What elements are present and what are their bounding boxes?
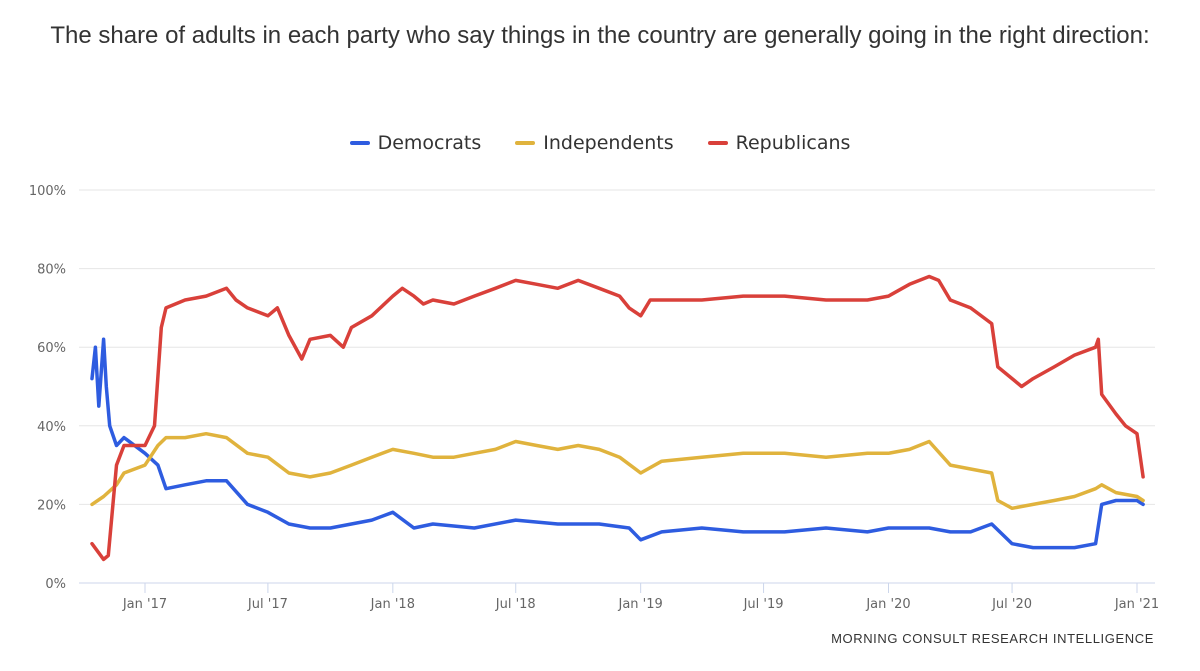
legend-label: Independents bbox=[543, 132, 674, 154]
x-tick-label: Jul '19 bbox=[743, 597, 784, 612]
chart-title: The share of adults in each party who sa… bbox=[50, 22, 1150, 49]
y-tick-label: 0% bbox=[45, 577, 66, 592]
series-line-democrats bbox=[90, 337, 1145, 550]
series-line-independents bbox=[90, 431, 1145, 511]
legend-swatch-independents bbox=[515, 141, 536, 145]
legend-swatch-democrats bbox=[349, 141, 370, 145]
legend-item-independents[interactable]: Independents bbox=[515, 132, 674, 154]
x-tick-label: Jul '20 bbox=[991, 597, 1032, 612]
x-tick-label: Jul '18 bbox=[495, 597, 536, 612]
legend-swatch-republicans bbox=[707, 141, 728, 145]
source-note: MORNING CONSULT RESEARCH INTELLIGENCE bbox=[831, 631, 1154, 646]
legend-item-republicans[interactable]: Republicans bbox=[707, 132, 851, 154]
x-tick-label: Jan '17 bbox=[122, 597, 167, 612]
y-tick-label: 20% bbox=[37, 498, 66, 513]
series-line-republicans bbox=[90, 274, 1145, 562]
y-tick-label: 80% bbox=[37, 263, 66, 278]
legend-label: Republicans bbox=[735, 132, 851, 154]
y-tick-label: 100% bbox=[29, 184, 66, 199]
x-tick-label: Jan '18 bbox=[370, 597, 415, 612]
legend-label: Democrats bbox=[377, 132, 482, 154]
y-tick-label: 40% bbox=[37, 420, 66, 435]
x-tick-label: Jul '17 bbox=[247, 597, 288, 612]
y-tick-label: 60% bbox=[37, 341, 66, 356]
x-tick-label: Jan '21 bbox=[1114, 597, 1159, 612]
x-tick-label: Jan '20 bbox=[865, 597, 910, 612]
legend-item-democrats[interactable]: Democrats bbox=[349, 132, 482, 154]
x-tick-label: Jan '19 bbox=[618, 597, 663, 612]
legend: Democrats Independents Republicans bbox=[0, 132, 1200, 154]
